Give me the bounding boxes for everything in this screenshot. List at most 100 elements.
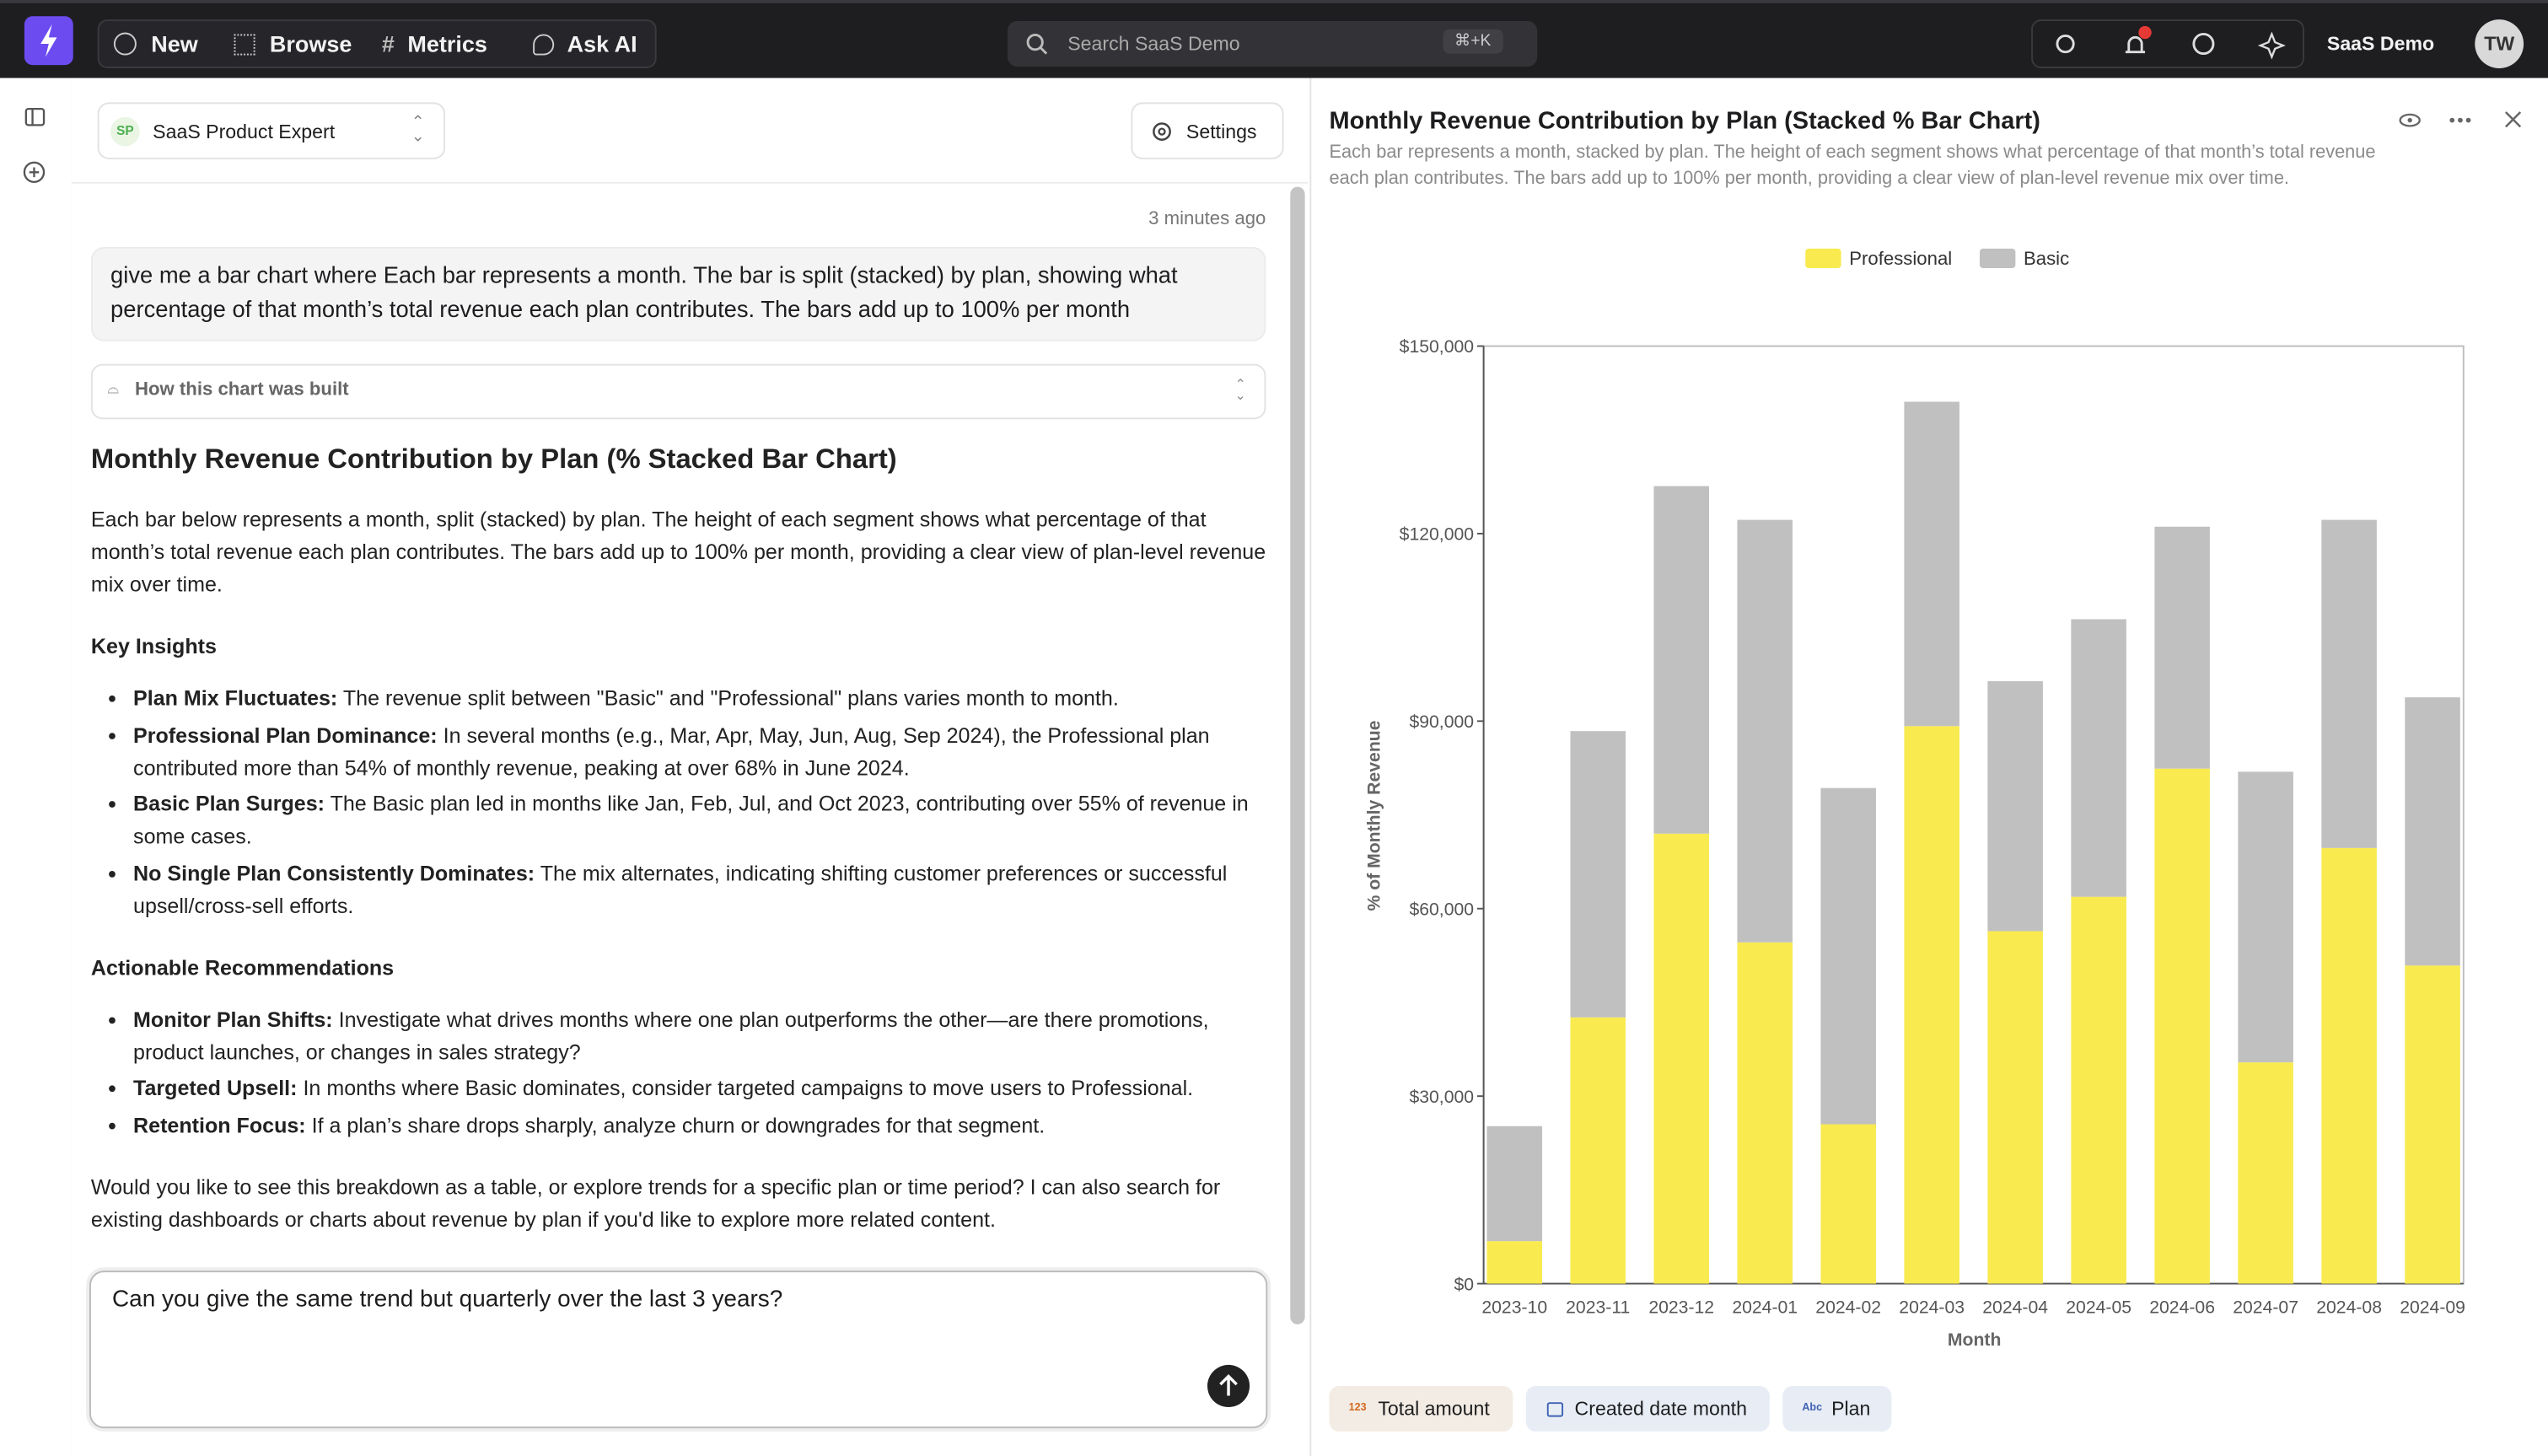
field-chip[interactable]: Created date month (1525, 1385, 1770, 1432)
panel-actions[interactable] (2389, 104, 2535, 137)
nav-metrics[interactable]: # Metrics (381, 30, 487, 57)
nav-new[interactable]: New (113, 19, 198, 68)
chart-title: Monthly Revenue Contribution by Plan (St… (1329, 107, 2040, 135)
nav-label: Metrics (407, 30, 487, 57)
x-tick-label: 2024-09 (2400, 1298, 2465, 1317)
bullet-text: The mix alternates, indicating shifting … (133, 861, 1228, 918)
bar-segment (2071, 619, 2126, 897)
x-tick-label: 2023-12 (1648, 1298, 1714, 1317)
bullet-text: In several months (e.g., Mar, Apr, May, … (133, 722, 1210, 780)
bullet-label: Retention Focus: (133, 1113, 306, 1138)
settings-button[interactable]: Settings (1131, 102, 1284, 159)
response-closing: Would you like to see this breakdown as … (90, 1174, 1221, 1232)
legend-swatch (1979, 248, 2016, 269)
settings-label: Settings (1185, 120, 1257, 143)
icons (2056, 25, 2286, 60)
response-heading: Monthly Revenue Contribution by Plan (% … (90, 443, 897, 475)
bullet-label: Plan Mix Fluctuates: (133, 685, 338, 711)
bullet-label: No Single Plan Consistently Dominates: (133, 861, 535, 885)
bar-segment (1904, 401, 1959, 727)
bullet: Targeted Upsell: In months where Basic d… (133, 1073, 1267, 1106)
toggle-icon: ⌓ (107, 379, 119, 397)
legend-swatch (1805, 248, 1841, 269)
build-toggle[interactable]: ⌓ How this chart was built ⌃ ⌄ (90, 363, 1266, 420)
section-heading: Key Insights (90, 633, 217, 658)
divider (71, 181, 1309, 184)
y-tick-label: $90,000 (1409, 712, 1474, 732)
bar-segment (1737, 942, 1793, 1284)
send-button[interactable] (1206, 1363, 1251, 1409)
x-axis-title: Month (1948, 1330, 2002, 1350)
y-tick-label: $0 (1454, 1275, 1474, 1294)
bar-segment (1820, 787, 1876, 1125)
bar-segment (2154, 768, 2210, 1284)
input-text: Can you give the same trend but quarterl… (111, 1287, 783, 1314)
bullet: Basic Plan Surges: The Basic plan led in… (133, 788, 1267, 853)
section-heading: Actionable Recommendations (90, 954, 395, 980)
y-axis-title: % of Monthly Revenue (1364, 720, 1384, 911)
scrollbar[interactable] (1290, 186, 1305, 1324)
user-message: give me a bar chart where Each bar repre… (90, 246, 1266, 341)
bar-segment (2405, 697, 2460, 966)
x-tick-label: 2023-10 (1481, 1298, 1547, 1317)
legend-label: Professional (1849, 248, 1952, 269)
nav-group (97, 19, 657, 68)
chevrons: ⌃ ⌄ (1234, 377, 1246, 403)
agent-selector[interactable]: SP SaaS Product Expert ⌃ ⌄ (97, 102, 446, 159)
nav-label: New (151, 30, 198, 57)
bar-segment (1820, 1124, 1876, 1284)
x-tick-label: 2024-06 (2149, 1298, 2215, 1317)
agent-badge: SP (110, 116, 140, 147)
x-tick-label: 2024-01 (1732, 1298, 1798, 1317)
bullet-text: In months where Basic dominates, conside… (303, 1076, 1194, 1101)
x-tick-label: 2024-04 (1982, 1298, 2048, 1317)
field-chip[interactable]: 123 Total amount (1329, 1385, 1513, 1432)
bar-segment (1653, 486, 1709, 834)
bullet-label: Targeted Upsell: (133, 1076, 298, 1101)
x-tick-label: 2023-11 (1566, 1298, 1630, 1317)
bullet-label: Monitor Plan Shifts: (133, 1007, 333, 1032)
chart-subtitle: Each bar represents a month, stacked by … (1329, 142, 2376, 188)
chip-icon: Abc (1802, 1402, 1823, 1414)
assistant-response: Monthly Revenue Contribution by Plan (% … (91, 438, 1267, 1265)
search-icon (1026, 33, 1048, 55)
legend-label: Basic (2024, 248, 2069, 269)
chat-input[interactable]: Can you give the same trend but quarterl… (89, 1271, 1268, 1429)
bullet-label: Basic Plan Surges: (133, 791, 325, 816)
timestamp: 3 minutes ago (1148, 209, 1266, 229)
chip-label: Plan (1831, 1397, 1871, 1421)
bar-segment (1904, 726, 1959, 1284)
logo[interactable] (24, 16, 73, 66)
bar-segment (1570, 731, 1626, 1018)
x-tick-label: 2024-07 (2233, 1298, 2298, 1317)
nav-ask-ai[interactable]: Ask AI (533, 19, 637, 68)
bar-segment (1987, 931, 2043, 1284)
response-intro: Each bar below represents a month, split… (90, 507, 1266, 597)
bullet: Retention Focus: If a plan’s share drops… (133, 1109, 1267, 1142)
x-tick-label: 2024-03 (1899, 1298, 1965, 1317)
avatar[interactable]: TW (2475, 19, 2524, 68)
chip-icon: 123 (1348, 1402, 1367, 1414)
x-tick-label: 2024-08 (2316, 1298, 2382, 1317)
x-tick-label: 2024-05 (2066, 1298, 2131, 1317)
bullet-text: The revenue split between "Basic" and "P… (342, 685, 1119, 711)
bar-segment (2405, 965, 2460, 1284)
nav-label: Browse (269, 30, 352, 57)
bar-segment (2321, 519, 2377, 848)
field-chip[interactable]: Abc Plan (1782, 1385, 1892, 1432)
bullet-text: Investigate what drives months where one… (133, 1007, 1209, 1064)
top-nav: New Browse # Metrics Ask AI Search SaaS D… (0, 0, 2548, 78)
search-box[interactable]: Search SaaS Demo ⌘+K (1007, 21, 1538, 67)
y-tick-label: $30,000 (1409, 1088, 1474, 1107)
bar-segment (1486, 1126, 1543, 1242)
y-tick-label: $60,000 (1409, 900, 1474, 919)
nav-browse[interactable]: Browse (234, 19, 352, 68)
search-shortcut: ⌘+K (1443, 29, 1502, 54)
search-placeholder: Search SaaS Demo (1067, 32, 1240, 56)
workspace[interactable]: SaaS Demo (2326, 32, 2435, 56)
bullet: No Single Plan Consistently Dominates: T… (133, 857, 1267, 922)
bullet-text: The Basic plan led in months like Jan, F… (133, 791, 1249, 849)
nav-label: Ask AI (567, 30, 637, 57)
